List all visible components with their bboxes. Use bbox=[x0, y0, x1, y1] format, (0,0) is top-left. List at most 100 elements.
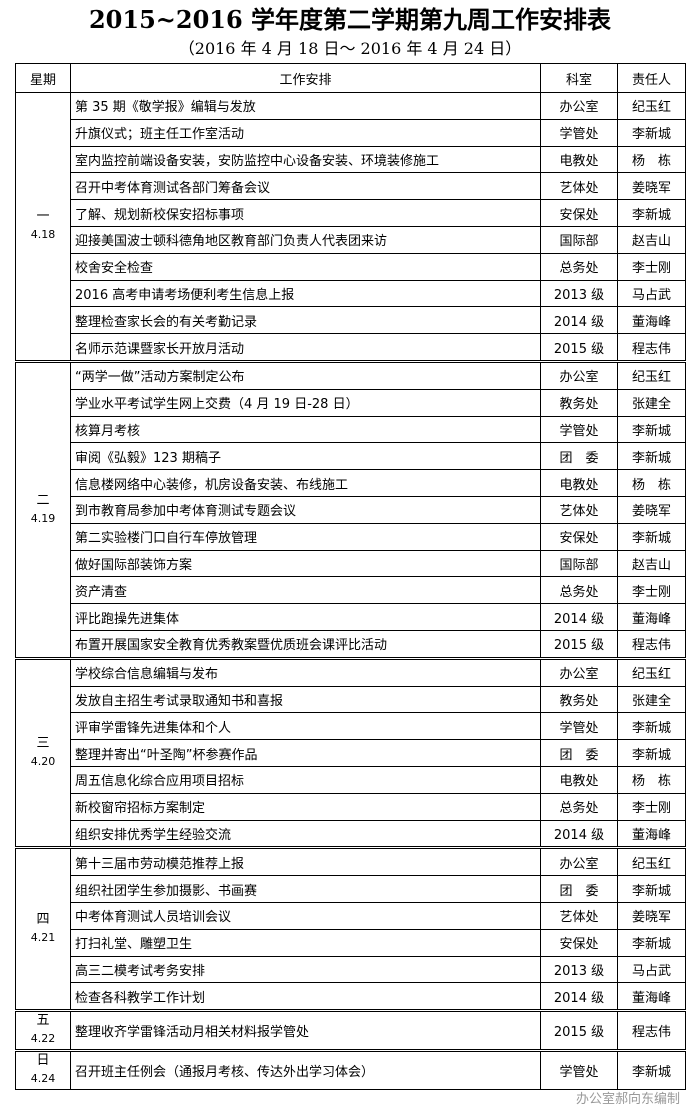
table-row: 室内监控前端设备安装，安防监控中心设备安装、环境装修施工 电教处杨 栋 bbox=[16, 145, 686, 174]
department-cell: 电教处 bbox=[540, 765, 618, 794]
person-cell: 纪玉红 bbox=[617, 92, 686, 120]
column-header: 星期 bbox=[15, 63, 71, 93]
table-row: 日 4.24 召开班主任例会（通报月考核、传达外出学习体会） 学管处 李新城 bbox=[15, 1048, 686, 1090]
table-row: 四 4.21 第十三届市劳动模范推荐上报 办公室 纪玉红 bbox=[15, 846, 686, 1012]
column-header: 责任人 bbox=[617, 63, 686, 93]
task-cell: 学校综合信息编辑与发布 bbox=[70, 656, 541, 687]
person-cell: 李士刚 bbox=[617, 792, 686, 821]
person-cell: 马占武 bbox=[617, 955, 686, 984]
day-cell: 一 4.18 bbox=[15, 92, 71, 362]
person-cell: 李新城 bbox=[617, 442, 686, 471]
department-cell: 2014 级 bbox=[540, 982, 618, 1012]
department-cell: 国际部 bbox=[540, 549, 618, 578]
person-cell: 董海峰 bbox=[617, 603, 686, 631]
table-row: 周五信息化综合应用项目招标 电教处杨 栋 bbox=[16, 765, 686, 794]
department-cell: 2014 级 bbox=[540, 819, 618, 849]
person-cell: 董海峰 bbox=[617, 819, 686, 849]
department-cell: 国际部 bbox=[540, 225, 618, 254]
department-cell: 电教处 bbox=[540, 145, 618, 174]
date: 4.20 bbox=[30, 755, 56, 769]
table-row: 了解、规划新校保安招标事项 安保处 李新城 bbox=[16, 199, 686, 227]
department-cell: 2015 级 bbox=[540, 333, 618, 362]
table-row: 布置开展国家安全教育优秀教案暨优质班会课评比活动 2015 级程志伟 bbox=[16, 629, 686, 659]
table-row: 新校窗帘招标方案制定 总务处 李士刚 bbox=[16, 792, 686, 821]
task-cell: 中考体育测试人员培训会议 bbox=[70, 901, 541, 930]
day-cell: 三 4.20 bbox=[15, 656, 71, 849]
department-cell: 2014 级 bbox=[540, 306, 618, 335]
table-row: 整理检查家长会的有关考勤记录 2014 级董海峰 bbox=[16, 306, 686, 335]
table-row: 2016 高考申请考场便利考生信息上报 2013 级马占武 bbox=[16, 279, 686, 308]
department-cell: 学管处 bbox=[540, 415, 618, 444]
person-cell: 李新城 bbox=[617, 739, 686, 767]
person-cell: 李新城 bbox=[617, 712, 686, 741]
table-row: 五 4.22 整理收齐学雷锋活动月相关材料报学管处 2015 级程志伟 bbox=[15, 1009, 686, 1051]
table-row: 打扫礼堂、雕塑卫生 安保处 李新城 bbox=[16, 928, 686, 957]
department-cell: 办公室 bbox=[540, 359, 618, 390]
table-row: 二 4.19 “两学一做”活动方案制定公布 办公室 纪玉红 bbox=[15, 359, 686, 659]
table-row: 审阅《弘毅》123 期稿子团 委李新城 bbox=[16, 442, 686, 471]
table-row: 组织安排优秀学生经验交流 2014 级董海峰 bbox=[16, 819, 686, 849]
date: 4.18 bbox=[30, 228, 56, 242]
table-row: 资产清查 总务处 李士刚 bbox=[16, 576, 686, 605]
department-cell: 安保处 bbox=[540, 199, 618, 227]
person-cell: 李新城 bbox=[617, 415, 686, 444]
person-cell: 纪玉红 bbox=[617, 359, 686, 390]
task-cell: 室内监控前端设备安装，安防监控中心设备安装、环境装修施工 bbox=[70, 145, 541, 174]
task-cell: 审阅《弘毅》123 期稿子 bbox=[70, 442, 541, 471]
person-cell: 纪玉红 bbox=[617, 656, 686, 687]
department-cell: 学管处 bbox=[540, 1048, 618, 1090]
person-cell: 程志伟 bbox=[617, 1009, 686, 1051]
person-cell: 杨 栋 bbox=[617, 469, 686, 497]
weekday: 二 bbox=[36, 492, 50, 508]
task-cell: 布置开展国家安全教育优秀教案暨优质班会课评比活动 bbox=[70, 629, 541, 659]
department-cell: 团 委 bbox=[540, 442, 618, 471]
task-cell: 整理并寄出“叶圣陶”杯参赛作品 bbox=[70, 739, 541, 767]
task-cell: 信息楼网络中心装修，机房设备安装、布线施工 bbox=[70, 469, 541, 497]
task-cell: 评比跑操先进集体 bbox=[70, 603, 541, 631]
person-cell: 杨 栋 bbox=[617, 145, 686, 174]
weekday: 三 bbox=[36, 736, 50, 752]
person-cell: 李新城 bbox=[617, 522, 686, 551]
person-cell: 姜晓军 bbox=[617, 495, 686, 524]
person-cell: 杨 栋 bbox=[617, 765, 686, 794]
weekday: 五 bbox=[36, 1013, 50, 1029]
person-cell: 李新城 bbox=[617, 1048, 686, 1090]
weekday: 一 bbox=[36, 209, 50, 225]
task-cell: 2016 高考申请考场便利考生信息上报 bbox=[70, 279, 541, 308]
task-cell: 周五信息化综合应用项目招标 bbox=[70, 765, 541, 794]
person-cell: 纪玉红 bbox=[617, 846, 686, 877]
department-cell: 艺体处 bbox=[540, 172, 618, 201]
department-cell: 团 委 bbox=[540, 739, 618, 767]
person-cell: 程志伟 bbox=[617, 629, 686, 659]
person-cell: 张建全 bbox=[617, 685, 686, 714]
task-cell: 组织安排优秀学生经验交流 bbox=[70, 819, 541, 849]
day-cell: 五 4.22 bbox=[15, 1009, 71, 1051]
task-cell: 迎接美国波士顿科德角地区教育部门负责人代表团来访 bbox=[70, 225, 541, 254]
department-cell: 2013 级 bbox=[540, 955, 618, 984]
table-row: 名师示范课暨家长开放月活动 2015 级程志伟 bbox=[16, 333, 686, 362]
department-cell: 2013 级 bbox=[540, 279, 618, 308]
task-cell: 核算月考核 bbox=[70, 415, 541, 444]
department-cell: 2015 级 bbox=[540, 629, 618, 659]
day-cell: 二 4.19 bbox=[15, 359, 71, 659]
task-cell: 发放自主招生考试录取通知书和喜报 bbox=[70, 685, 541, 714]
table-row: 做好国际部装饰方案 国际部 赵吉山 bbox=[16, 549, 686, 578]
weekday: 日 bbox=[36, 1053, 50, 1069]
person-cell: 程志伟 bbox=[617, 333, 686, 362]
department-cell: 教务处 bbox=[540, 388, 618, 417]
task-cell: 了解、规划新校保安招标事项 bbox=[70, 199, 541, 227]
table-row: 校舍安全检查 总务处 李士刚 bbox=[16, 252, 686, 281]
table-row: 检查各科教学工作计划 2014 级董海峰 bbox=[16, 982, 686, 1012]
task-cell: 资产清查 bbox=[70, 576, 541, 605]
department-cell: 学管处 bbox=[540, 712, 618, 741]
task-cell: 做好国际部装饰方案 bbox=[70, 549, 541, 578]
person-cell: 董海峰 bbox=[617, 982, 686, 1012]
header-row: 星期 工作安排 科室 责任人 bbox=[15, 63, 686, 93]
person-cell: 董海峰 bbox=[617, 306, 686, 335]
table-row: 召开中考体育测试各部门筹备会议 艺体处 姜晓军 bbox=[16, 172, 686, 201]
department-cell: 2014 级 bbox=[540, 603, 618, 631]
table-row: 三 4.20 学校综合信息编辑与发布 办公室 纪玉红 bbox=[15, 656, 686, 849]
task-cell: “两学一做”活动方案制定公布 bbox=[70, 359, 541, 390]
department-cell: 教务处 bbox=[540, 685, 618, 714]
